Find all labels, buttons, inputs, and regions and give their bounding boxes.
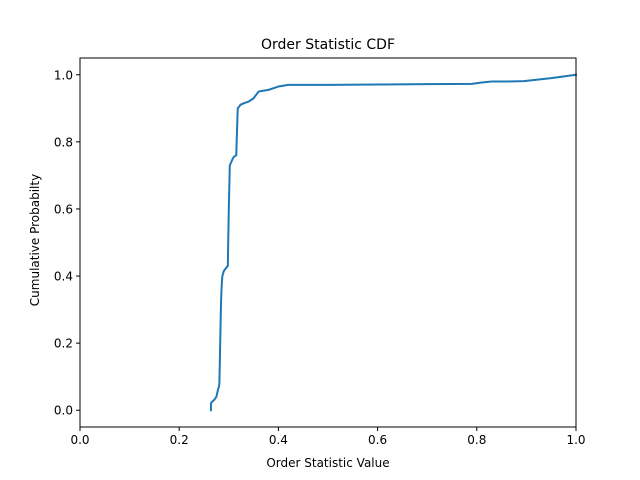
y-tick-label: 0.8: [54, 135, 73, 149]
y-tick-label: 0.2: [54, 337, 73, 351]
y-axis-label: Cumulative Probabilty: [28, 174, 42, 306]
axes-frame: [79, 57, 577, 428]
y-tick-label: 0.4: [54, 270, 73, 284]
x-tick-label: 0.8: [467, 433, 486, 447]
chart-title: Order Statistic CDF: [261, 37, 395, 53]
x-tick-label: 0.6: [368, 433, 387, 447]
x-tick-label: 0.0: [70, 433, 89, 447]
x-tick-label: 0.4: [269, 433, 288, 447]
x-tick-label: 0.2: [170, 433, 189, 447]
x-axis-label: Order Statistic Value: [266, 456, 389, 470]
y-tick-label: 0.6: [54, 202, 73, 216]
y-tick-label: 0.0: [54, 404, 73, 418]
x-tick-label: 1.0: [566, 433, 585, 447]
y-tick-label: 1.0: [54, 68, 73, 82]
plot-area: 0.0 0.2 0.4 0.6 0.8 1.0 0.0 0.2 0.4 0.6 0.8 1.0: [54, 57, 586, 447]
series-line-0: [209, 73, 578, 412]
